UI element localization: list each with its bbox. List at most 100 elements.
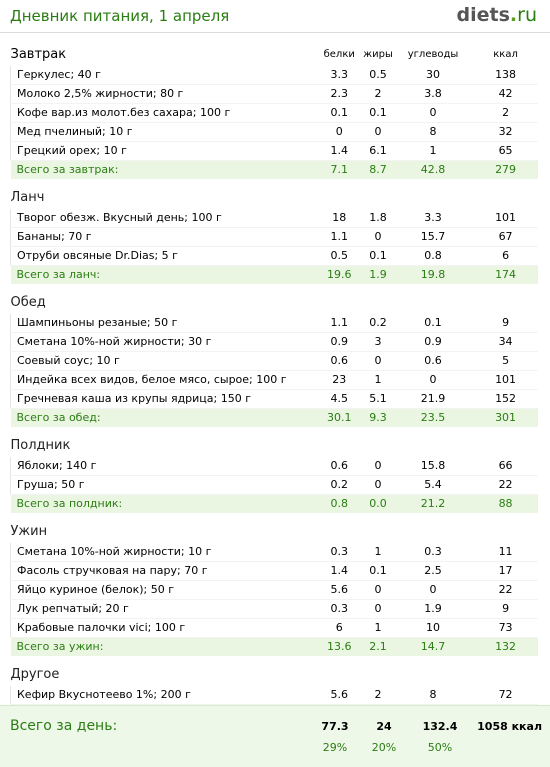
section-spacer [11, 513, 539, 521]
meal-header-filler [315, 187, 538, 209]
food-kcal: 2 [473, 103, 538, 123]
food-carbs: 0.6 [392, 351, 474, 371]
food-name: Индейка всех видов, белое мясо, сырое; 1… [10, 370, 316, 390]
section-spacer [11, 427, 539, 435]
meal-total-label: Всего за полдник: [10, 494, 316, 513]
page-title: Дневник питания, 1 апреля [10, 7, 230, 25]
meal-header-filler [315, 292, 538, 314]
spacer-cell [11, 427, 539, 435]
food-name: Кефир Вкуснотеево 1%; 200 г [10, 686, 316, 705]
food-name: Сметана 10%-ной жирности; 30 г [10, 332, 316, 352]
food-row: Индейка всех видов, белое мясо, сырое; 1… [10, 370, 538, 390]
food-fat: 0 [363, 227, 393, 247]
food-fat: 0.1 [363, 561, 393, 581]
site-logo[interactable]: diets.ru [457, 4, 537, 26]
meal-header: Полдник [11, 435, 539, 457]
food-row: Шампиньоны резаные; 50 г 1.1 0.2 0.1 9 [10, 314, 538, 333]
food-name: Геркулес; 40 г [10, 66, 316, 85]
food-protein: 4.5 [315, 389, 364, 409]
food-carbs: 8 [392, 686, 474, 705]
food-fat: 1 [363, 370, 393, 390]
food-name: Грецкий орех; 10 г [10, 141, 316, 161]
food-fat: 0 [363, 599, 393, 619]
meal-total-row: Всего за обед: 30.1 9.3 23.5 301 [10, 408, 538, 427]
food-fat: 0.5 [363, 66, 393, 85]
food-kcal: 6 [473, 246, 538, 266]
food-name: Отруби овсяные Dr.Dias; 5 г [10, 246, 316, 266]
meal-total-carbs: 19.8 [392, 265, 474, 284]
food-fat: 2 [363, 84, 393, 104]
meal-total-carbs: 14.7 [392, 637, 474, 656]
food-kcal: 22 [473, 580, 538, 600]
meal-title: Полдник [10, 438, 71, 453]
food-kcal: 22 [473, 475, 538, 495]
meal-title: Ужин [10, 524, 48, 539]
food-kcal: 67 [473, 227, 538, 247]
food-fat: 0.1 [363, 246, 393, 266]
food-row: Соевый соус; 10 г 0.6 0 0.6 5 [10, 351, 538, 371]
food-name: Шампиньоны резаные; 50 г [10, 314, 316, 333]
food-name: Кофе вар.из молот.без сахара; 100 г [10, 103, 316, 123]
food-kcal: 9 [473, 314, 538, 333]
meal-total-protein: 19.6 [315, 265, 364, 284]
food-protein: 1.4 [315, 561, 364, 581]
day-fat-percent: 20% [371, 741, 397, 754]
day-total-kcal: 1058 ккал [477, 720, 542, 733]
food-name: Лук репчатый; 20 г [10, 599, 316, 619]
food-protein: 0.9 [315, 332, 364, 352]
food-row: Творог обезж. Вкусный день; 100 г 18 1.8 3.… [10, 209, 538, 228]
meal-total-protein: 30.1 [315, 408, 364, 427]
food-fat: 0 [363, 122, 393, 142]
meal-total-fat: 1.9 [363, 265, 393, 284]
food-row: Груша; 50 г 0.2 0 5.4 22 [10, 475, 538, 495]
food-row: Лук репчатый; 20 г 0.3 0 1.9 9 [10, 599, 538, 619]
logo-tld: ru [517, 4, 537, 26]
meal-total-protein: 7.1 [315, 160, 364, 179]
food-kcal: 11 [473, 543, 538, 562]
meal-title: Другое [10, 667, 60, 682]
meal-total-fat: 2.1 [363, 637, 393, 656]
column-header-kcal: ккал [493, 49, 518, 60]
spacer-cell [11, 513, 539, 521]
day-protein-percent: 29% [322, 741, 348, 754]
food-protein: 23 [315, 370, 364, 390]
food-protein: 1.1 [315, 314, 364, 333]
meal-total-label: Всего за ланч: [10, 265, 316, 284]
logo-dot: . [509, 4, 518, 26]
meal-title: Обед [10, 295, 46, 310]
food-carbs: 0.1 [392, 314, 474, 333]
meal-header-filler [315, 435, 538, 457]
food-fat: 0.2 [363, 314, 393, 333]
meal-total-label: Всего за обед: [10, 408, 316, 427]
food-carbs: 8 [392, 122, 474, 142]
food-kcal: 17 [473, 561, 538, 581]
food-carbs: 21.9 [392, 389, 474, 409]
page-header: Дневник питания, 1 апреля diets.ru [0, 0, 550, 33]
food-row: Кофе вар.из молот.без сахара; 100 г 0.1 0.… [10, 103, 538, 123]
meal-header: Другое [11, 664, 539, 686]
food-row: Отруби овсяные Dr.Dias; 5 г 0.5 0.1 0.8 6 [10, 246, 538, 266]
food-protein: 0.3 [315, 599, 364, 619]
food-row: Геркулес; 40 г 3.3 0.5 30 138 [10, 66, 538, 85]
meal-title: Ланч [10, 190, 45, 205]
section-spacer [11, 656, 539, 664]
food-fat: 1 [363, 618, 393, 638]
meal-total-carbs: 21.2 [392, 494, 474, 513]
meal-total-kcal: 174 [473, 265, 538, 284]
meal-header-filler [315, 521, 538, 543]
food-row: Грецкий орех; 10 г 1.4 6.1 1 65 [10, 141, 538, 161]
food-row: Сметана 10%-ной жирности; 10 г 0.3 1 0.3 11 [10, 543, 538, 562]
meal-total-label: Всего за завтрак: [10, 160, 316, 179]
food-carbs: 15.8 [392, 457, 474, 476]
food-carbs: 3.8 [392, 84, 474, 104]
food-row: Сметана 10%-ной жирности; 30 г 0.9 3 0.9 34 [10, 332, 538, 352]
food-row: Кефир Вкуснотеево 1%; 200 г 5.6 2 8 72 [10, 686, 538, 705]
meal-total-label: Всего за ужин: [10, 637, 316, 656]
food-row: Бананы; 70 г 1.1 0 15.7 67 [10, 227, 538, 247]
food-carbs: 0.9 [392, 332, 474, 352]
food-carbs: 0 [392, 370, 474, 390]
spacer-cell [11, 656, 539, 664]
food-row: Мед пчелиный; 10 г 0 0 8 32 [10, 122, 538, 142]
food-fat: 6.1 [363, 141, 393, 161]
food-fat: 1.8 [363, 209, 393, 228]
